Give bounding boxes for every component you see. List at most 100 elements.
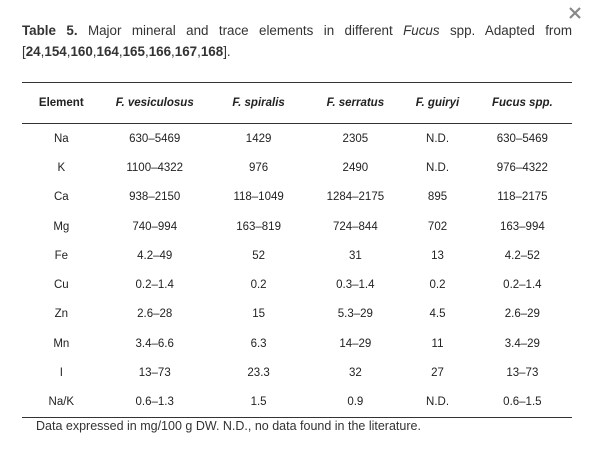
table-cell: 976–4322	[496, 161, 548, 174]
table-cell: 1100–4322	[126, 161, 184, 174]
table-row: Zn 2.6–28 15 5.3–29 4.5 2.6–29	[22, 300, 572, 329]
table-row: Fe 4.2–49 52 31 13 4.2–52	[22, 241, 572, 270]
table-cell: 630–5469	[129, 132, 181, 145]
table-cell: 3.4–29	[504, 337, 540, 350]
caption-segment: 167	[174, 44, 198, 59]
table-cell: 118–1049	[233, 191, 284, 204]
table-cell: 938–2150	[129, 191, 181, 204]
caption-segment: spp. Adapted from [	[22, 23, 572, 59]
table-cell: 32	[348, 367, 362, 380]
caption-segment: 168	[200, 44, 224, 59]
row-label: Ca	[53, 191, 69, 204]
table-cell: 4.5	[429, 308, 446, 321]
column-header: F. serratus	[308, 82, 403, 124]
caption-segment: Major mineral and trace elements in diff…	[77, 23, 404, 38]
table-cell: 1429	[245, 132, 272, 145]
caption-segment: 24	[25, 44, 41, 59]
table-cell: 163–819	[236, 220, 281, 233]
close-button[interactable]	[568, 6, 582, 20]
row-label: Na/K	[48, 396, 75, 409]
table-cell: 0.2	[429, 279, 446, 292]
caption-segment: ,	[92, 44, 97, 59]
caption-segment: ,	[66, 44, 71, 59]
caption-segment: Table 5.	[22, 23, 78, 38]
table-cell: 2305	[342, 132, 369, 145]
caption-segment: ,	[171, 44, 175, 59]
table-row: Cu 0.2–1.4 0.2 0.3–1.4 0.2 0.2–1.4	[22, 270, 572, 299]
table-cell: 895	[427, 191, 448, 204]
table-cell: 13–73	[506, 367, 539, 380]
caption-segment: 154	[44, 44, 67, 59]
table-cell: 31	[348, 249, 362, 262]
table-cell: N.D.	[426, 161, 450, 174]
table-cell: 23.3	[247, 367, 270, 380]
row-label: Cu	[53, 279, 69, 292]
table-cell: 11	[431, 337, 444, 350]
table-cell: 15	[252, 308, 265, 321]
row-label: I	[59, 367, 63, 380]
table-cell: 2.6–29	[504, 308, 540, 321]
caption-segment: ,	[118, 44, 123, 59]
table-cell: 2.6–28	[137, 308, 173, 321]
table-cell: N.D.	[426, 132, 450, 145]
table-cell: 0.2–1.4	[135, 279, 174, 292]
table-row: K 1100–4322 976 2490 N.D. 976–4322	[22, 153, 572, 182]
table-cell: 0.6–1.5	[503, 396, 542, 409]
column-header: F. guiryi	[402, 82, 473, 124]
table-cell: 4.2–52	[504, 249, 540, 262]
table-cell: 118–2175	[497, 191, 548, 204]
table-cell: 0.9	[347, 396, 364, 409]
caption-segment: 160	[70, 44, 93, 59]
table-cell: 2490	[342, 161, 369, 174]
caption-segment: ,	[144, 44, 149, 59]
table-cell: 702	[427, 220, 448, 233]
caption-segment: Fucus	[403, 23, 440, 38]
table-cell: 0.3–1.4	[336, 279, 375, 292]
table-row: Ca 938–2150 118–1049 1284–2175 895 118–2175	[22, 183, 572, 212]
table-cell: 4.2–49	[137, 249, 173, 262]
table-cell: 52	[252, 249, 265, 262]
table-row: I 13–73 23.3 32 27 13–73	[22, 358, 572, 387]
column-header: F. spiralis	[208, 82, 309, 124]
table-cell: 3.4–6.6	[135, 337, 174, 350]
table-cell: 1284–2175	[326, 191, 385, 204]
table-cell: 740–994	[132, 220, 178, 233]
table-caption: Table 5. Major mineral and trace element…	[22, 20, 572, 62]
header-row: Element F. vesiculosus F. spiralis F. serra…	[22, 82, 572, 124]
caption-segment: 166	[148, 44, 172, 59]
table-cell: 724–844	[332, 220, 378, 233]
column-header: Fucus spp.	[472, 82, 572, 124]
column-header: Element	[22, 82, 101, 124]
table-cell: 14–29	[339, 337, 372, 350]
table-cell: 13	[431, 249, 444, 262]
table-row: Na 630–5469 1429 2305 N.D. 630–5469	[22, 124, 572, 154]
row-label: Mg	[53, 220, 70, 233]
table-cell: 976	[249, 161, 269, 174]
row-label: Na	[53, 132, 69, 145]
table-cell: 6.3	[250, 337, 267, 350]
table-cell: 13–73	[138, 367, 171, 380]
table-cell: 1.5	[250, 396, 267, 409]
table-row: Mg 740–994 163–819 724–844 702 163–994	[22, 212, 572, 241]
table-cell: 163–994	[499, 220, 545, 233]
table-cell: 5.3–29	[337, 308, 373, 321]
row-label: K	[57, 161, 66, 174]
table-row: Na/K 0.6–1.3 1.5 0.9 N.D. 0.6–1.5	[22, 388, 572, 418]
caption-segment: 165	[122, 44, 145, 59]
column-header: F. vesiculosus	[100, 82, 209, 124]
table-cell: N.D.	[426, 396, 450, 409]
table-cell: 630–5469	[496, 132, 548, 145]
table-cell: 0.2–1.4	[503, 279, 542, 292]
row-label: Mn	[53, 337, 70, 350]
caption-segment: ,	[40, 44, 45, 59]
footnote: Data expressed in mg/100 g DW. N.D., no …	[36, 419, 421, 433]
caption-segment: 164	[96, 44, 119, 59]
row-label: Fe	[54, 249, 69, 262]
table-cell: 0.6–1.3	[135, 396, 174, 409]
table-cell: 0.2	[250, 279, 267, 292]
row-label: Zn	[54, 308, 69, 321]
table-row: Mn 3.4–6.6 6.3 14–29 11 3.4–29	[22, 329, 572, 358]
caption-segment: ,	[197, 44, 201, 59]
caption-segment: ].	[223, 44, 231, 59]
